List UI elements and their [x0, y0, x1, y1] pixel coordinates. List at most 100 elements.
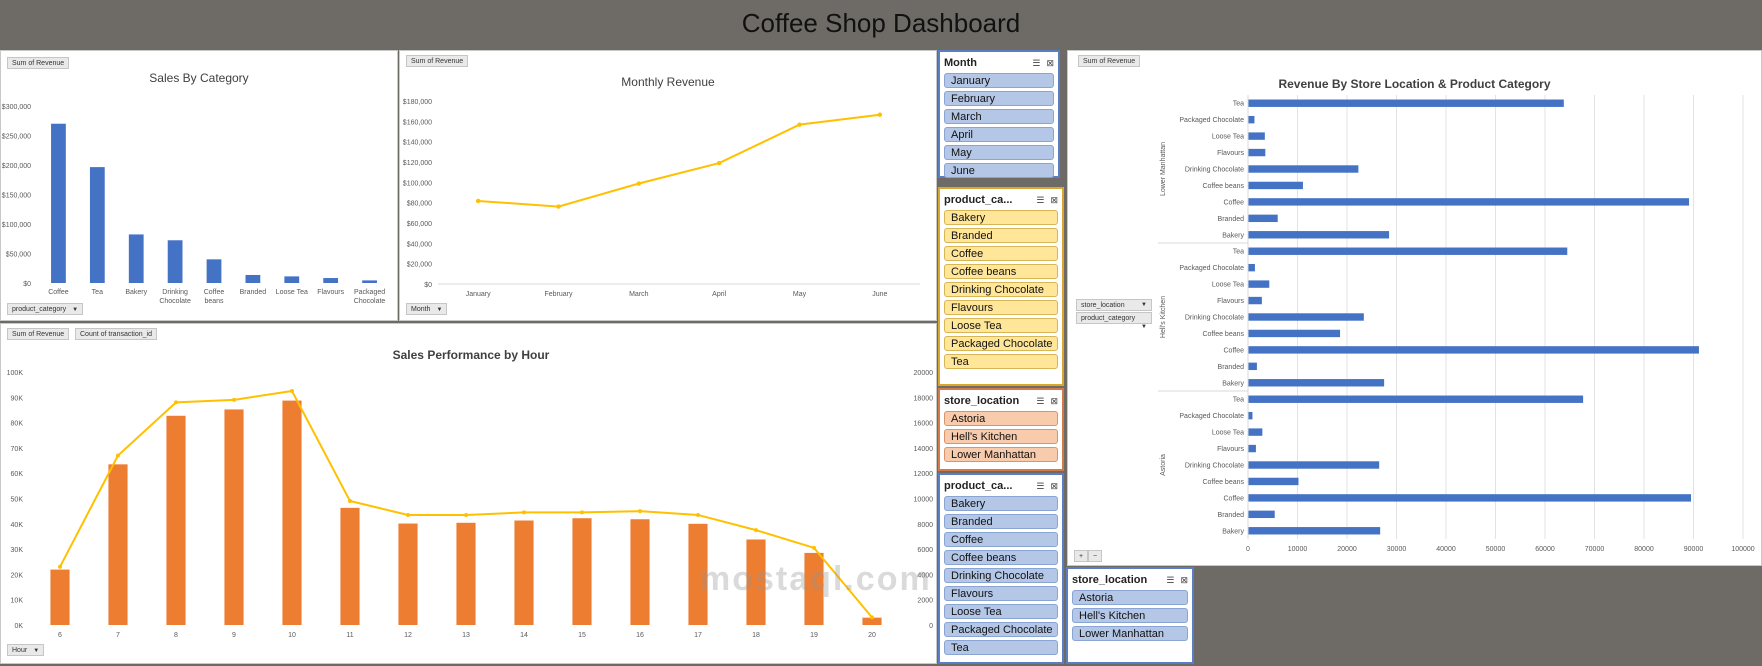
slicer-item[interactable]: January: [944, 73, 1054, 88]
revenue-bar: [340, 507, 360, 625]
slicer-item[interactable]: Flavours: [944, 586, 1058, 601]
sum-of-revenue-field-button[interactable]: Sum of Revenue: [7, 328, 70, 340]
clear-filter-icon[interactable]: ⊠: [1050, 395, 1058, 406]
x-tick-label: Packaged: [354, 289, 385, 296]
x-tick-label: Branded: [240, 289, 267, 296]
x-tick-label: January: [466, 291, 491, 298]
product-category-filter-button[interactable]: product_category ▼: [1076, 312, 1152, 330]
store-category-chart[interactable]: Sum of Revenue Revenue By Store Location…: [1067, 50, 1762, 566]
slicer-item[interactable]: Loose Tea: [944, 604, 1058, 619]
slicer-item[interactable]: Coffee beans: [944, 550, 1058, 565]
slicer-item[interactable]: Lower Manhattan: [944, 447, 1058, 462]
y-tick-label-right: 0: [929, 623, 933, 630]
multi-select-icon[interactable]: ☰: [1032, 57, 1041, 68]
slicer-item[interactable]: Hell's Kitchen: [944, 429, 1058, 444]
slicer-item[interactable]: Packaged Chocolate: [944, 336, 1058, 351]
sum-of-revenue-field-button[interactable]: Sum of Revenue: [7, 57, 70, 69]
slicer-item[interactable]: Coffee: [944, 246, 1058, 261]
data-point: [636, 181, 642, 186]
y-tick-label-right: 18000: [914, 395, 934, 402]
x-tick-label: 60000: [1535, 546, 1555, 553]
slicer-item[interactable]: Tea: [944, 640, 1058, 655]
group-label: Astoria: [1160, 454, 1167, 476]
slicer-item[interactable]: Loose Tea: [944, 318, 1058, 333]
multi-select-icon[interactable]: ☰: [1036, 194, 1045, 205]
collapse-button[interactable]: −: [1088, 550, 1103, 562]
clear-filter-icon[interactable]: ⊠: [1050, 194, 1058, 205]
bar: [1248, 214, 1278, 223]
slicer-item[interactable]: April: [944, 127, 1054, 142]
store-location-slicer[interactable]: store_location ☰ ⊠ Astoria Hell's Kitchen Lo…: [938, 388, 1064, 471]
slicer-item[interactable]: Coffee: [944, 532, 1058, 547]
slicer-item[interactable]: Coffee beans: [944, 264, 1058, 279]
y-tick-label: $100,000: [403, 180, 432, 187]
revenue-bar: [166, 415, 186, 625]
slicer-item[interactable]: Branded: [944, 228, 1058, 243]
y-tick-label: Coffee beans: [1202, 183, 1244, 190]
data-point: [348, 499, 352, 504]
x-tick-label: 13: [462, 632, 470, 639]
clear-filter-icon[interactable]: ⊠: [1046, 57, 1054, 68]
slicer-item[interactable]: Drinking Chocolate: [944, 568, 1058, 583]
dashboard-title: Coffee Shop Dashboard: [741, 7, 1021, 38]
bar: [128, 234, 144, 283]
data-point: [716, 160, 722, 166]
sales-by-hour-chart[interactable]: Sum of Revenue Count of transaction_id S…: [0, 323, 937, 664]
slicer-header: store_location: [944, 395, 1020, 407]
store-location-filter-button[interactable]: store_location ▼: [1076, 299, 1152, 311]
slicer-item[interactable]: Branded: [944, 514, 1058, 529]
product-category-slicer-2[interactable]: product_ca... ☰ ⊠ Bakery Branded Coffee Coffe…: [938, 473, 1064, 664]
data-point: [475, 198, 481, 204]
monthly-revenue-chart[interactable]: Sum of Revenue Monthly Revenue $0 $20,000…: [399, 50, 937, 321]
revenue-bar: [224, 409, 244, 625]
slicer-item[interactable]: Lower Manhattan: [1072, 626, 1188, 641]
store-location-slicer-2[interactable]: store_location ☰ ⊠ Astoria Hell's Kitchen Lo…: [1066, 567, 1194, 664]
slicer-item[interactable]: Bakery: [944, 496, 1058, 511]
clear-filter-icon[interactable]: ⊠: [1180, 574, 1188, 585]
y-tick-label: Flavours: [1217, 446, 1244, 453]
x-tick-label: April: [712, 291, 726, 298]
expand-button[interactable]: +: [1074, 550, 1089, 562]
bar: [1248, 181, 1303, 190]
slicer-item[interactable]: June: [944, 163, 1054, 178]
data-point: [638, 509, 642, 514]
slicer-item[interactable]: March: [944, 109, 1054, 124]
slicer-item[interactable]: Astoria: [1072, 590, 1188, 605]
y-tick-label: Loose Tea: [1212, 282, 1244, 289]
count-transaction-field-button[interactable]: Count of transaction_id: [75, 328, 157, 340]
product-category-axis-button[interactable]: product_category ▼: [7, 303, 84, 315]
slicer-item[interactable]: Packaged Chocolate: [944, 622, 1058, 637]
clear-filter-icon[interactable]: ⊠: [1050, 480, 1058, 491]
y-tick-label-left: 40K: [11, 522, 24, 529]
y-tick-label-left: 50K: [11, 497, 24, 504]
sum-of-revenue-field-button[interactable]: Sum of Revenue: [406, 55, 469, 67]
slicer-item[interactable]: May: [944, 145, 1054, 160]
slicer-item[interactable]: Hell's Kitchen: [1072, 608, 1188, 623]
y-tick-label-left: 10K: [11, 598, 24, 605]
bar: [1248, 115, 1255, 124]
slicer-item[interactable]: Flavours: [944, 300, 1058, 315]
bar: [167, 240, 183, 283]
slicer-item[interactable]: Bakery: [944, 210, 1058, 225]
data-point: [116, 453, 120, 458]
bar: [1248, 527, 1381, 535]
slicer-item[interactable]: Astoria: [944, 411, 1058, 426]
slicer-item[interactable]: Tea: [944, 354, 1058, 369]
sales-by-category-chart[interactable]: Sum of Revenue Sales By Category $0 $50,0…: [0, 50, 398, 321]
hour-axis-button[interactable]: Hour ▼: [7, 644, 45, 656]
y-tick-label-right: 14000: [914, 446, 934, 453]
chart-title: Monthly Revenue: [621, 75, 715, 89]
sum-of-revenue-field-button[interactable]: Sum of Revenue: [1078, 55, 1141, 67]
multi-select-icon[interactable]: ☰: [1166, 574, 1175, 585]
month-slicer[interactable]: Month ☰ ⊠ January February March April May June: [938, 50, 1060, 178]
product-category-slicer[interactable]: product_ca... ☰ ⊠ Bakery Branded Coffee Coffe…: [938, 187, 1064, 386]
month-axis-button[interactable]: Month ▼: [406, 303, 448, 315]
multi-select-icon[interactable]: ☰: [1036, 480, 1045, 491]
slicer-item[interactable]: February: [944, 91, 1054, 106]
y-tick-label: $0: [424, 282, 432, 289]
slicer-item[interactable]: Drinking Chocolate: [944, 282, 1058, 297]
y-tick-label: $120,000: [403, 160, 432, 167]
bar: [245, 274, 261, 283]
y-tick-label: Loose Tea: [1212, 430, 1244, 437]
multi-select-icon[interactable]: ☰: [1036, 395, 1045, 406]
